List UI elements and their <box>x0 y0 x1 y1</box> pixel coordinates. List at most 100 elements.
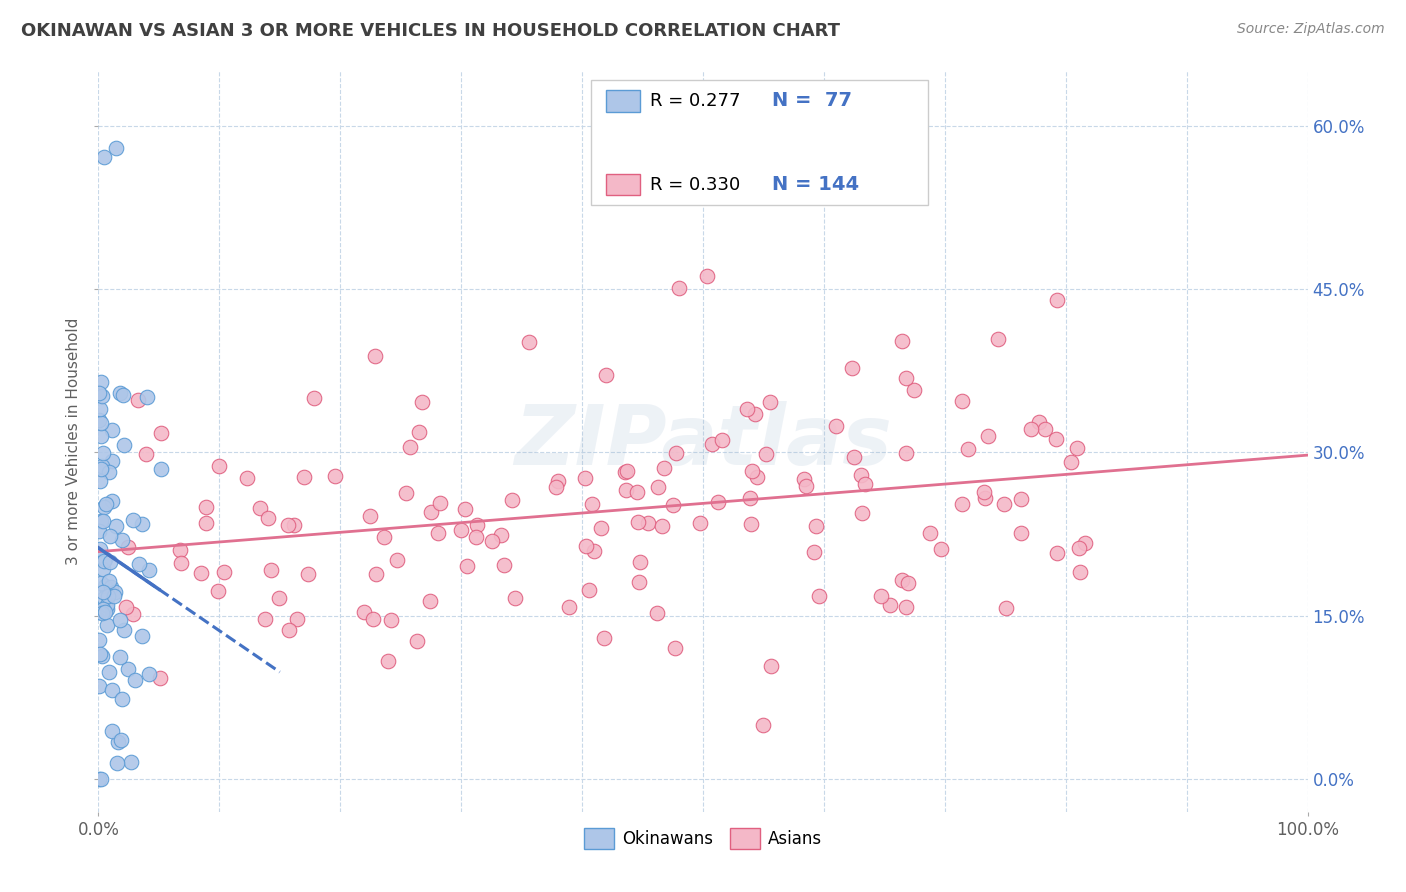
Point <box>254 611 277 625</box>
Point <box>136 390 159 404</box>
Point <box>124 673 146 688</box>
Point <box>256 511 278 525</box>
Point <box>93 554 115 568</box>
Point <box>740 516 762 531</box>
Point <box>1028 415 1050 429</box>
Point <box>87 633 110 648</box>
Point <box>395 486 418 500</box>
Point <box>481 533 503 548</box>
Point <box>796 479 818 493</box>
Point <box>645 607 668 621</box>
Point <box>111 387 134 401</box>
Point <box>100 682 122 697</box>
Point <box>90 772 112 786</box>
Point <box>117 662 139 676</box>
Point <box>894 446 917 460</box>
Point <box>108 650 131 665</box>
Point <box>804 519 827 533</box>
Point <box>90 462 112 476</box>
Point <box>283 518 305 533</box>
Point <box>628 555 651 569</box>
Point <box>589 521 612 535</box>
Point <box>353 605 375 619</box>
Point <box>1066 441 1088 455</box>
Point <box>90 458 112 473</box>
Y-axis label: 3 or more Vehicles in Household: 3 or more Vehicles in Household <box>66 318 82 566</box>
Point <box>131 629 153 643</box>
Point <box>647 480 669 494</box>
Point <box>138 667 160 681</box>
Point <box>87 606 110 620</box>
Point <box>105 140 128 154</box>
Point <box>595 368 617 382</box>
Point <box>90 603 112 617</box>
Point <box>894 370 917 384</box>
Point <box>741 464 763 478</box>
Point <box>212 565 235 579</box>
Point <box>411 394 433 409</box>
Point <box>277 517 299 532</box>
Point <box>93 591 115 606</box>
Point <box>90 648 112 663</box>
Point <box>1035 422 1057 436</box>
Point <box>377 654 399 668</box>
Point <box>100 423 122 437</box>
Point <box>292 470 315 484</box>
Text: ZIPatlas: ZIPatlas <box>515 401 891 482</box>
Point <box>359 509 381 524</box>
Point <box>128 557 150 571</box>
Point <box>111 692 134 706</box>
Point <box>380 613 402 627</box>
Point <box>956 442 979 457</box>
Point <box>1010 526 1032 541</box>
Point <box>870 589 893 603</box>
Point <box>710 434 733 448</box>
Point <box>91 514 114 528</box>
Point <box>98 555 121 569</box>
Point <box>89 524 111 538</box>
Point <box>104 585 127 599</box>
Point <box>127 393 149 408</box>
Point <box>87 772 110 786</box>
Point <box>260 563 283 577</box>
Point <box>853 476 876 491</box>
Point <box>89 647 111 661</box>
Point <box>364 349 387 363</box>
Point <box>897 576 920 591</box>
Point <box>464 530 486 544</box>
Point <box>903 384 925 398</box>
Point <box>297 566 319 581</box>
Point <box>994 601 1017 615</box>
Text: R = 0.330: R = 0.330 <box>650 176 740 194</box>
Point <box>408 425 430 439</box>
Point <box>112 438 135 452</box>
Point <box>808 589 831 603</box>
Point <box>267 591 290 605</box>
Point <box>1060 455 1083 469</box>
Point <box>454 501 477 516</box>
Point <box>135 447 157 461</box>
Point <box>138 563 160 577</box>
Point <box>117 540 139 554</box>
Point <box>891 334 914 348</box>
Point <box>94 579 117 593</box>
Point <box>664 641 686 656</box>
Point <box>637 516 659 530</box>
Point <box>583 544 606 558</box>
Point <box>107 735 129 749</box>
Point <box>844 450 866 464</box>
Point <box>97 465 120 479</box>
Point <box>879 599 901 613</box>
Point <box>429 496 451 510</box>
Point <box>1069 565 1091 579</box>
Point <box>150 461 173 475</box>
Point <box>651 518 673 533</box>
Point <box>195 516 218 530</box>
Point <box>94 552 117 566</box>
Point <box>419 505 441 519</box>
Point <box>103 589 125 603</box>
Text: R = 0.277: R = 0.277 <box>650 92 740 110</box>
Point <box>385 553 408 567</box>
Point <box>575 540 598 554</box>
Point <box>122 513 145 527</box>
